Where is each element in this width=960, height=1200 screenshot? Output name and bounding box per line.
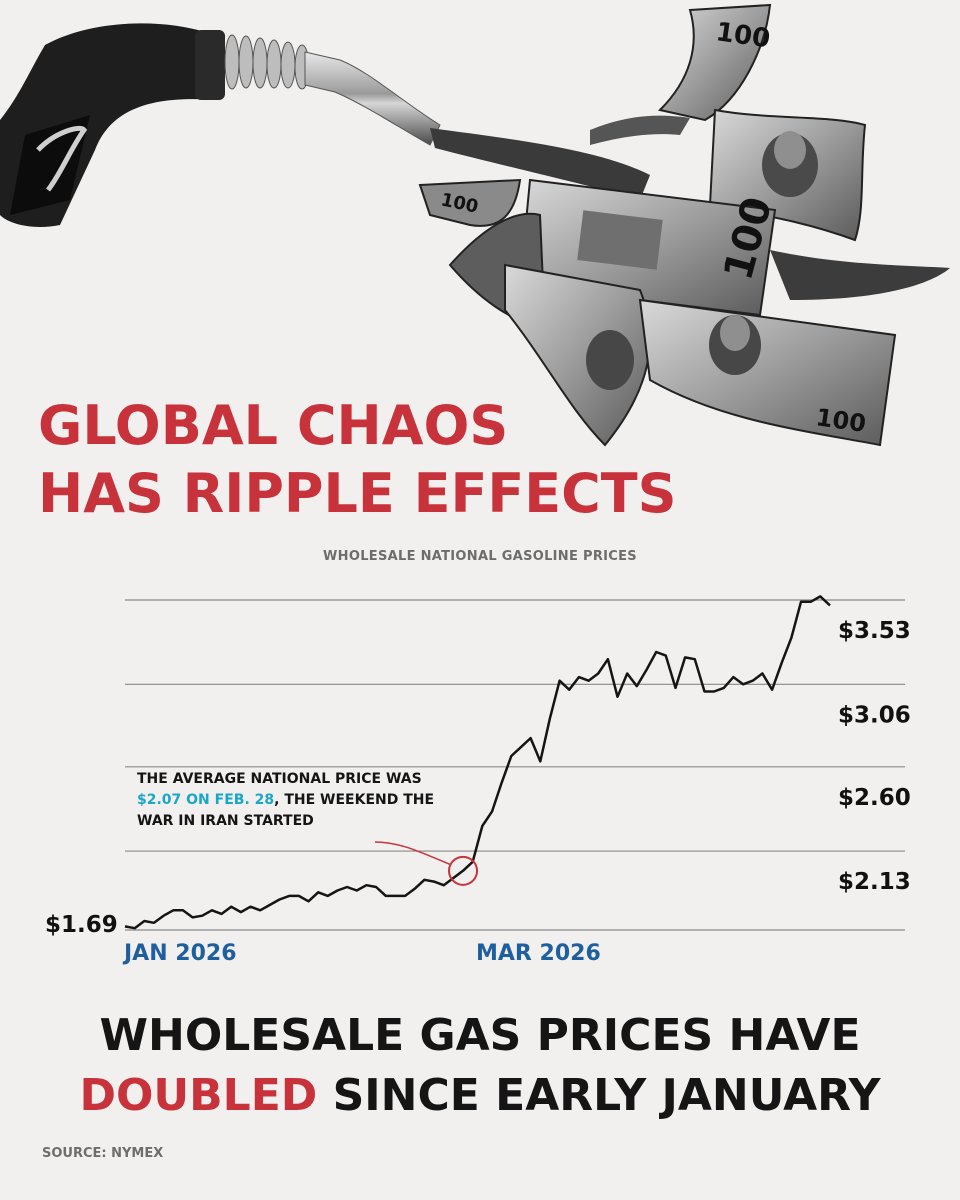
svg-text:100: 100 [814, 403, 868, 438]
gas-nozzle-icon [0, 23, 441, 227]
annotation-circle-marker [448, 855, 479, 886]
bottom-headline: WHOLESALE GAS PRICES HAVE DOUBLED SINCE … [0, 1006, 960, 1126]
annotation-leader-line [374, 841, 452, 866]
chart-annotation: THE AVERAGE NATIONAL PRICE WAS $2.07 ON … [137, 769, 467, 832]
y-axis-labels: $1.69 $2.13 $2.60 $3.06 $3.53 [45, 618, 911, 938]
bottom-headline-line-2: SINCE EARLY JANUARY [317, 1070, 881, 1121]
source-credit: SOURCE: NYMEX [42, 1146, 164, 1161]
gas-pump-money-illustration: 100 100 100 100 [0, 3, 950, 447]
x-axis-labels: JAN 2026 MAR 2026 [122, 941, 601, 966]
price-series-line [124, 595, 831, 930]
bottom-headline-highlight: DOUBLED [79, 1070, 318, 1121]
y-tick-label: $3.06 [838, 702, 911, 728]
headline-line-2: HAS RIPPLE EFFECTS [38, 462, 677, 525]
chart-title: WHOLESALE NATIONAL GASOLINE PRICES [323, 549, 637, 564]
headline: GLOBAL CHAOS HAS RIPPLE EFFECTS [38, 392, 677, 528]
flying-bills-icon: 100 100 100 100 [418, 3, 950, 447]
price-line-chart: $1.69 $2.13 $2.60 $3.06 $3.53 JAN 2026 MAR 20… [45, 595, 911, 966]
bottom-headline-line-1: WHOLESALE GAS PRICES HAVE [99, 1010, 861, 1061]
y-tick-label: $3.53 [838, 618, 911, 644]
y-tick-label: $2.13 [838, 869, 911, 895]
headline-line-1: GLOBAL CHAOS [38, 394, 509, 457]
annotation-prefix: THE AVERAGE NATIONAL PRICE WAS [137, 771, 422, 787]
y-tick-label: $2.60 [838, 785, 911, 811]
price-series-points [124, 595, 831, 929]
annotation-highlight: $2.07 ON FEB. 28 [137, 792, 275, 808]
y-tick-label: $1.69 [45, 912, 118, 938]
x-tick-label: JAN 2026 [122, 941, 237, 966]
x-tick-label: MAR 2026 [476, 941, 601, 966]
svg-text:100: 100 [714, 17, 772, 54]
annotation-suffix: , THE WEEKEND THE WAR IN IRAN STARTED [137, 792, 435, 829]
